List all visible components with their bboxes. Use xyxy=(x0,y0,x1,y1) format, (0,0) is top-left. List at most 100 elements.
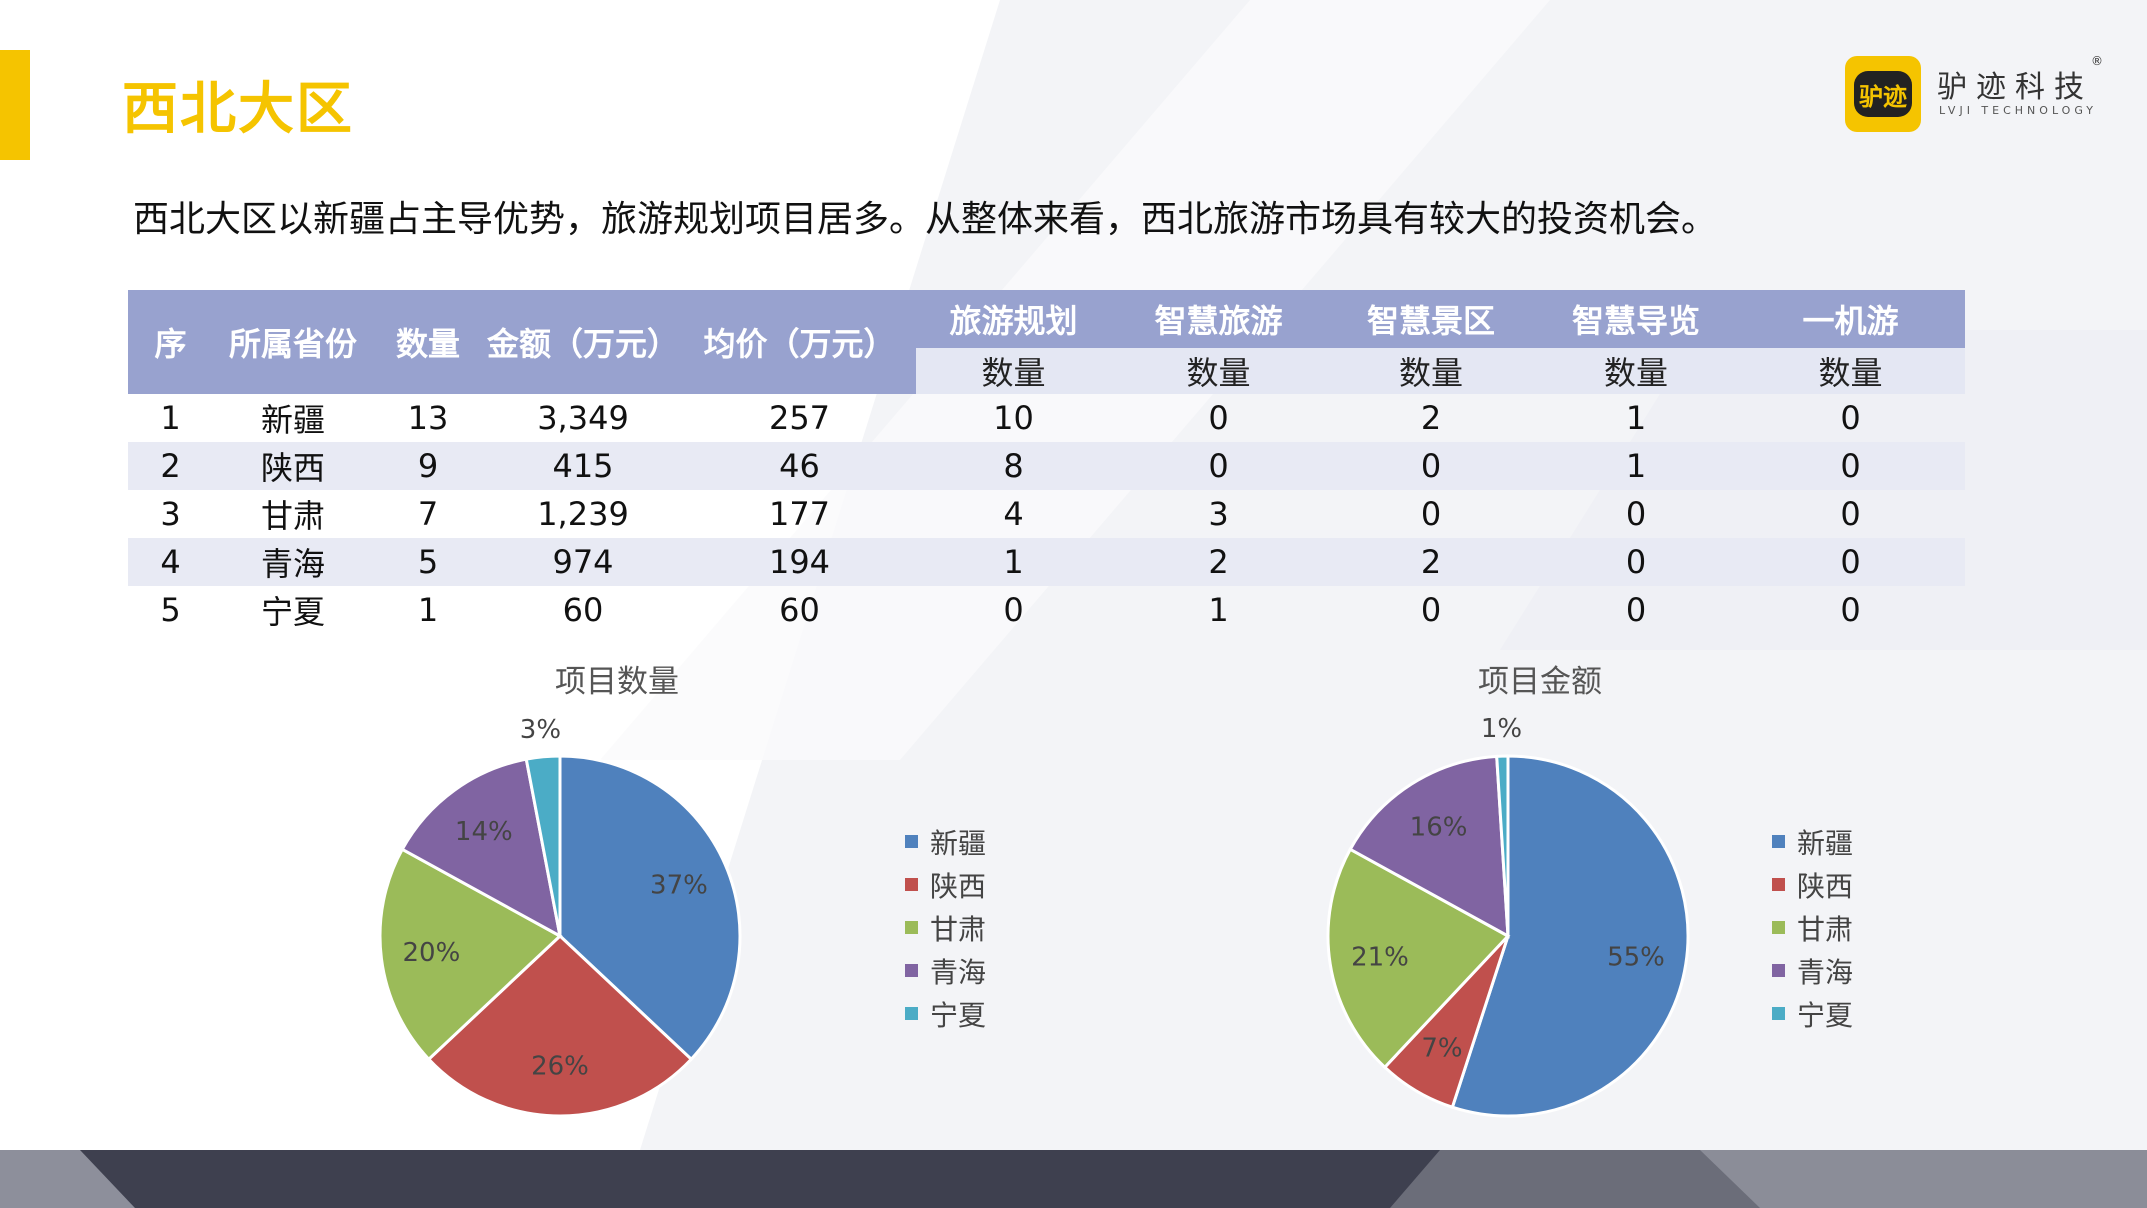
brand-english-name: LVJI TECHNOLOGY xyxy=(1939,104,2098,117)
cell-index: 1 xyxy=(160,399,181,437)
legend-swatch xyxy=(1772,1007,1785,1020)
cell-smart-scenic: 0 xyxy=(1420,495,1442,533)
pie-slice-qinghai xyxy=(400,757,563,939)
province-data-table: 序 所属省份 数量 金额（万元） 均价（万元） 旅游规划 智慧旅游 智慧景区 智… xyxy=(128,290,1965,634)
cell-tourism-planning: 1 xyxy=(916,538,1111,586)
pie-slice-gansu xyxy=(1326,847,1511,1070)
legend-item-shaanxi: 陕西 xyxy=(1772,863,1853,906)
cell-smart-tourism: 1 xyxy=(1208,591,1229,629)
table-row: 5 宁夏 1 60 60 0 1 0 0 0 xyxy=(128,586,1965,634)
legend-label: 甘肃 xyxy=(930,912,987,946)
company-logo: 驴迹 驴迹科技 LVJI TECHNOLOGY ® xyxy=(1845,54,2115,136)
cell-amount: 60 xyxy=(562,591,604,629)
cell-smart-scenic: 0 xyxy=(1420,591,1442,629)
cell-index: 5 xyxy=(160,591,181,629)
pie-slice-qinghai xyxy=(1348,754,1510,939)
legend-label: 宁夏 xyxy=(1797,998,1854,1032)
header-amount: 金额（万元） xyxy=(483,290,683,394)
header-index: 序 xyxy=(128,290,213,394)
cell-count: 13 xyxy=(407,399,449,437)
header-smart-tourism: 智慧旅游 xyxy=(1111,290,1326,348)
pie-label-xinjiang: 37% xyxy=(650,871,708,901)
table-row: 3 甘肃 7 1,239 177 4 3 0 0 0 xyxy=(128,490,1965,538)
header-one-app-tour: 一机游 xyxy=(1736,290,1965,348)
pie-label-shaanxi: 26% xyxy=(531,1052,589,1082)
cell-province: 宁夏 xyxy=(260,593,325,631)
cell-amount: 415 xyxy=(483,442,683,490)
cell-index: 3 xyxy=(160,495,181,533)
legend-item-shaanxi: 陕西 xyxy=(905,863,986,906)
pie-label-ningxia: 3% xyxy=(520,715,561,745)
pie-slice-ningxia xyxy=(1495,754,1510,937)
legend-label: 新疆 xyxy=(930,826,987,860)
footer-decoration xyxy=(0,1150,2147,1208)
cell-smart-tourism: 2 xyxy=(1111,538,1326,586)
cell-avg-price: 46 xyxy=(683,442,916,490)
header-province: 所属省份 xyxy=(213,290,373,394)
legend-label: 新疆 xyxy=(1797,826,1854,860)
chart-title-count: 项目数量 xyxy=(555,664,679,700)
pie-slice-ningxia xyxy=(524,754,562,937)
cell-avg-price: 60 xyxy=(779,591,820,629)
cell-smart-tourism: 0 xyxy=(1111,442,1326,490)
registered-mark: ® xyxy=(2091,54,2103,68)
cell-province: 甘肃 xyxy=(260,497,325,535)
pie-slice-gansu xyxy=(378,847,563,1062)
pie-label-qinghai: 16% xyxy=(1410,813,1468,843)
legend-swatch xyxy=(905,964,918,977)
cell-province: 新疆 xyxy=(260,401,325,439)
subheader-count: 数量 xyxy=(916,348,1111,394)
cell-one-app-tour: 0 xyxy=(1840,495,1861,533)
cell-smart-guide: 0 xyxy=(1625,495,1647,533)
legend-item-xinjiang: 新疆 xyxy=(905,820,986,863)
pie-chart-amount: 55% 7% 21% 16% 1% xyxy=(1326,714,1690,1118)
cell-count: 9 xyxy=(373,442,483,490)
legend-label: 陕西 xyxy=(1797,869,1854,903)
chart-title-amount: 项目金额 xyxy=(1478,664,1602,700)
legend-swatch xyxy=(1772,921,1785,934)
subheader-count: 数量 xyxy=(1111,348,1326,394)
cell-smart-guide: 1 xyxy=(1625,399,1647,437)
header-count: 数量 xyxy=(373,290,483,394)
cell-amount: 974 xyxy=(483,538,683,586)
pie-slice-xinjiang xyxy=(558,754,742,1062)
page-title: 西北大区 xyxy=(122,77,354,142)
legend-swatch xyxy=(905,878,918,891)
cell-smart-tourism: 0 xyxy=(1208,399,1229,437)
cell-smart-tourism: 3 xyxy=(1208,495,1229,533)
cell-tourism-planning: 0 xyxy=(1003,591,1024,629)
pie-label-xinjiang: 55% xyxy=(1607,942,1665,972)
subheader-count: 数量 xyxy=(1736,348,1965,394)
cell-tourism-planning: 4 xyxy=(1003,495,1024,533)
cell-tourism-planning: 10 xyxy=(993,399,1034,437)
pie-label-gansu: 20% xyxy=(403,938,461,968)
pie-slice-shaanxi xyxy=(426,933,694,1118)
cell-smart-guide: 0 xyxy=(1536,538,1736,586)
cell-smart-scenic: 0 xyxy=(1326,442,1536,490)
legend-swatch xyxy=(905,835,918,848)
cell-province: 青海 xyxy=(213,538,373,586)
legend-label: 青海 xyxy=(930,955,987,989)
summary-text: 西北大区以新疆占主导优势，旅游规划项目居多。从整体来看，西北旅游市场具有较大的投… xyxy=(133,199,1718,240)
table-row: 2 陕西 9 415 46 8 0 0 1 0 xyxy=(128,442,1965,490)
legend-item-qinghai: 青海 xyxy=(1772,949,1853,992)
cell-count: 7 xyxy=(417,495,439,533)
pie-label-gansu: 21% xyxy=(1351,942,1409,972)
cell-smart-guide: 1 xyxy=(1536,442,1736,490)
cell-one-app-tour: 0 xyxy=(1736,442,1965,490)
cell-smart-scenic: 2 xyxy=(1420,399,1442,437)
subheader-count: 数量 xyxy=(1326,348,1536,394)
table-row: 1 新疆 13 3,349 257 10 0 2 1 0 xyxy=(128,394,1965,442)
cell-tourism-planning: 8 xyxy=(916,442,1111,490)
cell-smart-guide: 0 xyxy=(1625,591,1647,629)
pie-label-ningxia: 1% xyxy=(1481,714,1522,744)
pie-chart-count: 37% 26% 20% 14% 3% xyxy=(378,715,742,1118)
legend-item-qinghai: 青海 xyxy=(905,949,986,992)
cell-one-app-tour: 0 xyxy=(1840,399,1861,437)
legend-amount: 新疆 陕西 甘肃 青海 宁夏 xyxy=(1772,820,1853,1035)
cell-index: 2 xyxy=(128,442,213,490)
legend-count: 新疆 陕西 甘肃 青海 宁夏 xyxy=(905,820,986,1035)
logo-badge-icon: 驴迹 xyxy=(1845,56,1921,132)
legend-item-xinjiang: 新疆 xyxy=(1772,820,1853,863)
cell-avg-price: 194 xyxy=(683,538,916,586)
